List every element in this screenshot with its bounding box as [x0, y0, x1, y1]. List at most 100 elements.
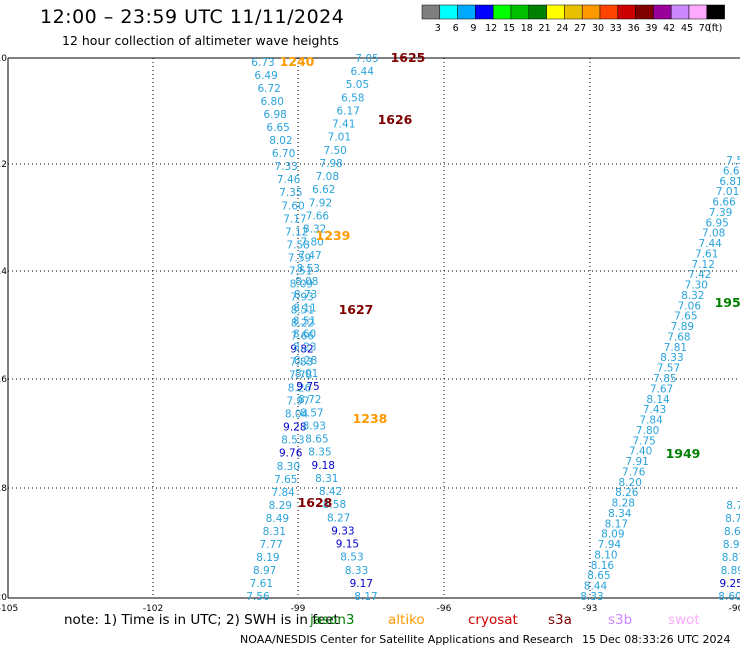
wave-height-value: 7.59 — [288, 252, 311, 264]
wave-height-value: 8.09 — [290, 278, 313, 290]
wave-height-value: 8.28 — [612, 498, 635, 510]
wave-height-value: 8.29 — [269, 500, 292, 512]
wave-height-value: 7.77 — [259, 539, 282, 551]
wave-height-value: 6.80 — [261, 96, 284, 108]
wave-height-value: 8.19 — [256, 552, 279, 564]
pass-time-label: 1625 — [391, 50, 426, 65]
wave-height-value: 8.72 — [298, 394, 321, 406]
wave-height-value: 7.50 — [323, 145, 346, 157]
colorbar-label: 15 — [503, 23, 515, 34]
wave-height-value: 6.73 — [251, 57, 274, 69]
pass-time-label: 1240 — [280, 54, 315, 69]
wave-height-value: 9.17 — [350, 578, 373, 590]
wave-height-value: 6.62 — [312, 184, 335, 196]
wave-height-value: 7.05 — [355, 53, 378, 65]
satellite-legend-item: swot — [668, 612, 700, 628]
wave-height-value: 8.17 — [605, 518, 628, 530]
wave-height-value: 7.01 — [716, 186, 739, 198]
wave-height-value: 7.80 — [300, 237, 323, 249]
wave-height-value: 7.51 — [289, 265, 312, 277]
wave-height-value: 7.06 — [678, 300, 702, 312]
wave-height-value: 7.83 — [290, 357, 313, 369]
wave-height-value: 7.65 — [274, 474, 297, 486]
wave-height-value: 8.93 — [303, 420, 326, 432]
wave-height-value: 8.23 — [293, 342, 316, 354]
colorbar-swatch — [670, 4, 690, 20]
wave-height-value: 7.39 — [709, 207, 732, 219]
wave-height-value: 8.26 — [288, 383, 312, 395]
wave-height-value: 7.67 — [650, 383, 673, 395]
satellite-legend-item: altiko — [388, 612, 425, 628]
wave-height-value: 6.95 — [705, 217, 728, 229]
wave-height-value: 6.49 — [254, 70, 277, 82]
colorbar-label: 45 — [681, 23, 693, 34]
wave-height-value: 8.53 — [281, 435, 304, 447]
wave-height-value: 7.46 — [277, 174, 301, 186]
satellite-legend-item: s3b — [608, 612, 633, 628]
wave-height-value: 8.96 — [723, 539, 740, 551]
wave-height-value: 8.60 — [718, 591, 740, 603]
wave-height-value: 8.42 — [319, 486, 342, 498]
wave-height-value: 9.28 — [283, 422, 306, 434]
wave-height-value: 6.65 — [266, 122, 289, 134]
wave-height-value: 8.08 — [295, 276, 318, 288]
wave-height-value: 7.94 — [598, 539, 622, 551]
wave-height-value: 7.44 — [698, 238, 722, 250]
wave-height-value: 7.47 — [298, 250, 321, 262]
wave-height-value: 8.11 — [293, 302, 316, 314]
wave-height-value: 8.31 — [315, 473, 338, 485]
wave-height-value: 8.01 — [295, 368, 318, 380]
colorbar-swatch — [617, 4, 636, 20]
wave-height-value: 9.82 — [290, 344, 313, 356]
wave-height-value: 8.57 — [300, 407, 323, 419]
wave-height-value: 8.51 — [293, 315, 316, 327]
colorbar-swatch — [492, 4, 512, 20]
longitude-label: -96 — [437, 604, 452, 614]
wave-height-value: 7.61 — [695, 248, 718, 260]
wave-height-value: 7.84 — [639, 415, 663, 427]
wave-height-value: 7.68 — [667, 331, 690, 343]
wave-height-value: 7.12 — [285, 226, 308, 238]
wave-height-value: 8.51 — [291, 304, 314, 316]
wave-height-value: 6.81 — [719, 176, 740, 188]
wave-height-value: 8.27 — [327, 512, 350, 524]
wave-height-value: 8.02 — [269, 135, 292, 147]
colorbar-swatch — [546, 4, 565, 20]
wave-height-value: 7.01 — [328, 132, 351, 144]
colorbar-swatch — [599, 4, 619, 20]
wave-height-value: 8.33 — [345, 565, 368, 577]
wave-height-value: 9.18 — [312, 460, 335, 472]
wave-height-value: 7.40 — [629, 446, 652, 458]
wave-height-value: 8.32 — [681, 290, 704, 302]
colorbar-label: 33 — [610, 23, 622, 34]
wave-height-value: 8.17 — [354, 591, 377, 603]
wave-height-value: 7.60 — [281, 200, 304, 212]
credit-text: NOAA/NESDIS Center for Satellite Applica… — [240, 633, 574, 646]
wave-height-value: 8.60 — [293, 329, 316, 341]
colorbar-swatch — [581, 4, 601, 20]
wave-height-value: 6.58 — [341, 92, 364, 104]
longitude-label: -99 — [291, 604, 306, 614]
colorbar-swatch — [439, 4, 458, 20]
colorbar-label: 18 — [521, 23, 533, 34]
wave-height-value: 8.33 — [660, 352, 683, 364]
pass-time-label: 1628 — [298, 495, 333, 510]
wave-height-value: 8.10 — [594, 549, 617, 561]
wave-height-value: 7.08 — [702, 228, 725, 240]
page-title: 12:00 – 23:59 UTC 11/11/2024 — [40, 6, 345, 28]
colorbar-swatch — [564, 4, 583, 20]
colorbar-swatch — [457, 4, 476, 20]
colorbar-label: 21 — [539, 23, 551, 34]
pass-time-label: 1239 — [316, 228, 351, 243]
wave-height-value: 6.98 — [263, 109, 286, 121]
wave-height-value: 6.44 — [351, 66, 375, 78]
latitude-label: -20 — [0, 593, 7, 603]
wave-height-value: 7.97 — [286, 396, 309, 408]
wave-height-value: 7.89 — [671, 321, 694, 333]
wave-height-value: 7.42 — [688, 269, 711, 281]
wave-height-value: 8.65 — [305, 434, 328, 446]
longitude-label: -93 — [583, 604, 598, 614]
wave-height-value: 7.33 — [274, 161, 297, 173]
colorbar-label: 30 — [592, 23, 604, 34]
